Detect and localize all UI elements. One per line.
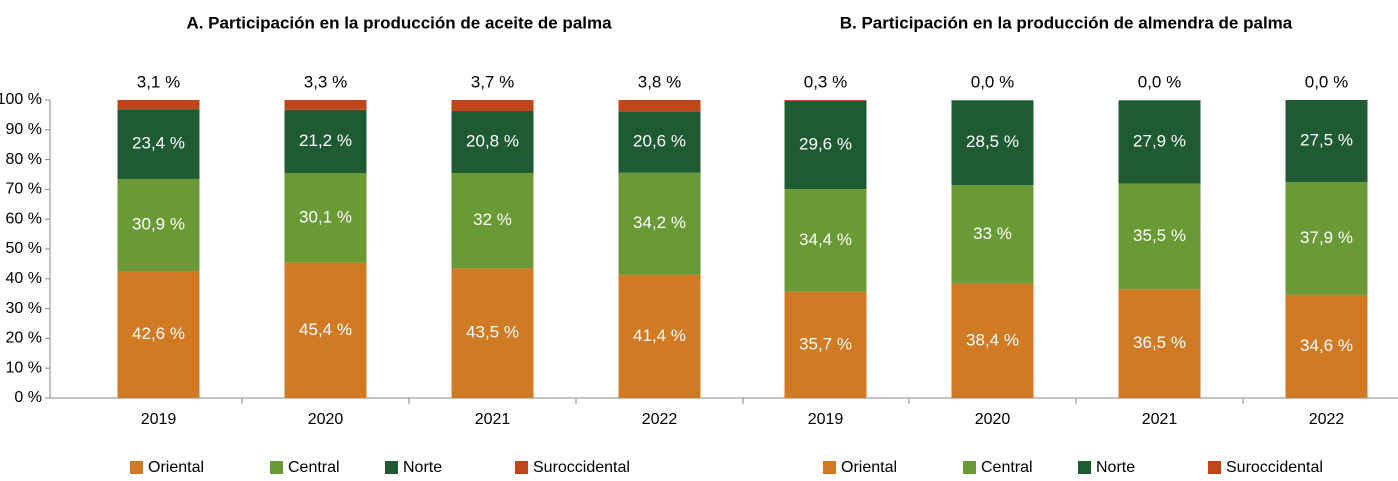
legend-label: Central <box>981 459 1033 476</box>
bar-segment <box>1285 181 1368 295</box>
data-label: 3,8 % <box>638 72 681 91</box>
data-label: 37,9 % <box>1300 228 1353 247</box>
bar-segment <box>951 100 1034 186</box>
y-tick-label: 100 % <box>0 91 42 108</box>
bar-segment <box>284 262 367 398</box>
data-label: 34,4 % <box>799 230 852 249</box>
y-tick-label: 20 % <box>6 330 42 347</box>
data-label: 3,1 % <box>137 72 180 91</box>
y-tick-label: 60 % <box>6 210 42 227</box>
legend-label: Oriental <box>148 459 204 476</box>
bar-segment <box>451 268 534 398</box>
data-label: 34,2 % <box>633 213 686 232</box>
bar-segment <box>284 100 367 110</box>
legend-swatch <box>963 461 976 474</box>
bar-segment <box>117 178 200 272</box>
data-label: 36,5 % <box>1133 333 1186 352</box>
bar-segment <box>1285 294 1368 398</box>
bar-segment <box>284 109 367 174</box>
y-tick-label: 10 % <box>6 359 42 376</box>
legend-label: Norte <box>1096 459 1135 476</box>
data-label: 20,8 % <box>466 132 519 151</box>
y-tick-label: 90 % <box>6 121 42 138</box>
data-label: 20,6 % <box>633 132 686 151</box>
x-tick-label: 2020 <box>975 411 1011 428</box>
data-label: 28,5 % <box>966 132 1019 151</box>
data-label: 43,5 % <box>466 323 519 342</box>
data-label: 27,9 % <box>1133 131 1186 150</box>
legend-swatch <box>515 461 528 474</box>
y-tick-label: 80 % <box>6 151 42 168</box>
legend-swatch <box>823 461 836 474</box>
data-label: 30,9 % <box>132 214 185 233</box>
bar-segment <box>1285 100 1368 182</box>
y-tick-label: 30 % <box>6 300 42 317</box>
x-tick-label: 2021 <box>475 411 511 428</box>
legend-swatch <box>130 461 143 474</box>
data-label: 3,7 % <box>471 72 514 91</box>
data-label: 27,5 % <box>1300 130 1353 149</box>
bar-segment <box>1118 100 1201 184</box>
bar-segment <box>117 109 200 179</box>
legend-swatch <box>1078 461 1091 474</box>
data-label: 45,4 % <box>299 320 352 339</box>
x-tick-label: 2019 <box>808 411 844 428</box>
x-tick-label: 2022 <box>1309 411 1345 428</box>
data-label: 0,0 % <box>1305 72 1348 91</box>
data-label: 30,1 % <box>299 207 352 226</box>
x-tick-label: 2021 <box>1142 411 1178 428</box>
data-label: 0,0 % <box>1138 72 1181 91</box>
data-label: 38,4 % <box>966 330 1019 349</box>
data-label: 0,3 % <box>804 72 847 91</box>
data-label: 35,5 % <box>1133 226 1186 245</box>
y-tick-label: 50 % <box>6 240 42 257</box>
chart-title: A. Participación en la producción de ace… <box>186 13 612 32</box>
bar-segment <box>951 185 1034 284</box>
bar-segment <box>1118 289 1201 398</box>
data-label: 32 % <box>473 210 512 229</box>
y-tick-label: 40 % <box>6 270 42 287</box>
legend-label: Norte <box>403 459 442 476</box>
data-label: 23,4 % <box>132 134 185 153</box>
bar-segment <box>618 172 701 275</box>
bar-segment <box>951 283 1034 398</box>
data-label: 34,6 % <box>1300 336 1353 355</box>
legend-label: Suroccidental <box>533 459 630 476</box>
bar-segment <box>117 100 200 110</box>
bar-segment <box>284 173 367 263</box>
x-tick-label: 2019 <box>141 411 177 428</box>
bar-segment <box>1118 183 1201 290</box>
legend-swatch <box>1208 461 1221 474</box>
data-label: 0,0 % <box>971 72 1014 91</box>
legend-swatch <box>385 461 398 474</box>
bar-segment <box>451 173 534 269</box>
data-label: 3,3 % <box>304 72 347 91</box>
bar-segment <box>117 271 200 398</box>
bar-segment <box>784 100 867 190</box>
bar-segment <box>618 111 701 173</box>
bar-segment <box>618 274 701 398</box>
data-label: 35,7 % <box>799 334 852 353</box>
legend-swatch <box>270 461 283 474</box>
y-tick-label: 70 % <box>6 181 42 198</box>
data-label: 41,4 % <box>633 326 686 345</box>
x-tick-label: 2022 <box>642 411 678 428</box>
bar-segment <box>451 111 534 174</box>
bar-segment <box>784 100 867 101</box>
data-label: 33 % <box>973 224 1012 243</box>
legend-label: Suroccidental <box>1226 459 1323 476</box>
data-label: 42,6 % <box>132 324 185 343</box>
bar-segment <box>784 291 867 398</box>
chart-title: B. Participación en la producción de alm… <box>840 13 1293 32</box>
bar-segment <box>784 189 867 292</box>
legend-label: Central <box>288 459 340 476</box>
y-tick-label: 0 % <box>14 389 42 406</box>
bar-segment <box>618 100 701 112</box>
bar-segment <box>451 100 534 112</box>
x-tick-label: 2020 <box>308 411 344 428</box>
data-label: 29,6 % <box>799 134 852 153</box>
legend-label: Oriental <box>841 459 897 476</box>
data-label: 21,2 % <box>299 131 352 150</box>
